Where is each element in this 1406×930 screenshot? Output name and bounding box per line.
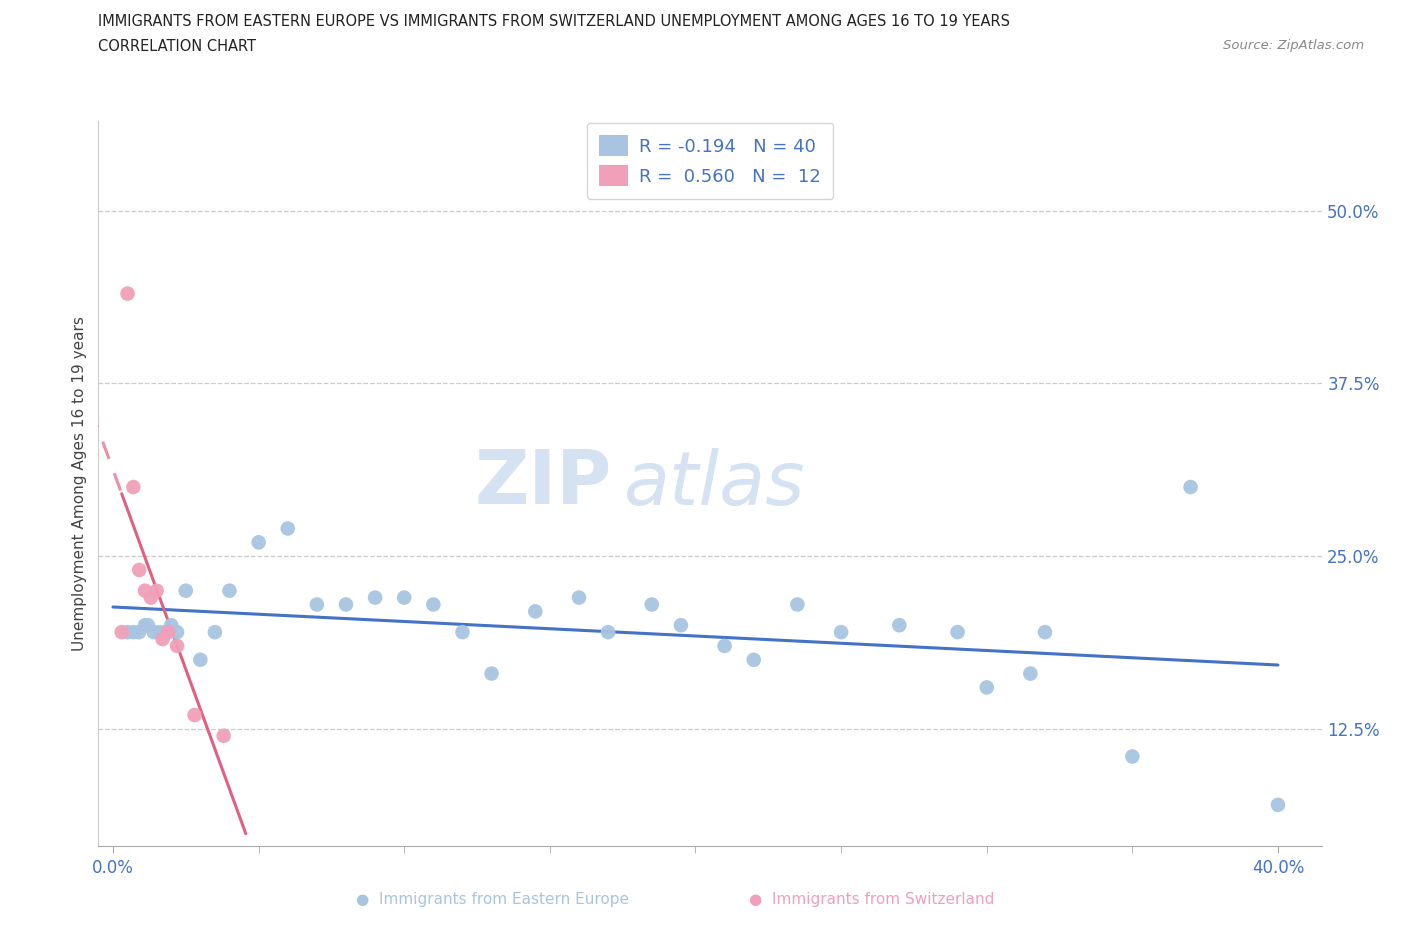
- Point: [1033, 625, 1056, 640]
- Point: [364, 591, 387, 605]
- Point: [335, 597, 357, 612]
- Point: [524, 604, 547, 618]
- Text: IMMIGRANTS FROM EASTERN EUROPE VS IMMIGRANTS FROM SWITZERLAND UNEMPLOYMENT AMONG: IMMIGRANTS FROM EASTERN EUROPE VS IMMIGR…: [98, 14, 1011, 29]
- Point: [128, 563, 150, 578]
- Point: [134, 583, 156, 598]
- Point: [134, 618, 156, 632]
- Point: [183, 708, 205, 723]
- Point: [451, 625, 474, 640]
- Point: [122, 625, 145, 640]
- Point: [669, 618, 692, 632]
- Text: ●  Immigrants from Switzerland: ● Immigrants from Switzerland: [749, 892, 994, 907]
- Point: [117, 625, 139, 640]
- Point: [786, 597, 808, 612]
- Point: [174, 583, 197, 598]
- Text: Source: ZipAtlas.com: Source: ZipAtlas.com: [1223, 39, 1364, 52]
- Point: [976, 680, 998, 695]
- Point: [117, 286, 139, 301]
- Point: [111, 625, 134, 640]
- Point: [422, 597, 444, 612]
- Point: [830, 625, 852, 640]
- Point: [166, 639, 188, 654]
- Text: ●  Immigrants from Eastern Europe: ● Immigrants from Eastern Europe: [356, 892, 628, 907]
- Point: [481, 666, 503, 681]
- Text: CORRELATION CHART: CORRELATION CHART: [98, 39, 256, 54]
- Point: [155, 625, 177, 640]
- Point: [1180, 480, 1202, 495]
- Point: [149, 625, 172, 640]
- Point: [394, 591, 416, 605]
- Point: [1121, 749, 1143, 764]
- Point: [598, 625, 620, 640]
- Point: [142, 625, 165, 640]
- Point: [128, 625, 150, 640]
- Point: [277, 521, 299, 536]
- Point: [212, 728, 235, 743]
- Point: [145, 583, 167, 598]
- Point: [305, 597, 328, 612]
- Point: [139, 591, 162, 605]
- Text: ZIP: ZIP: [475, 447, 612, 520]
- Point: [160, 618, 183, 632]
- Point: [742, 652, 765, 667]
- Point: [218, 583, 240, 598]
- Legend: R = -0.194   N = 40, R =  0.560   N =  12: R = -0.194 N = 40, R = 0.560 N = 12: [586, 123, 834, 199]
- Point: [946, 625, 969, 640]
- Point: [204, 625, 226, 640]
- Point: [166, 625, 188, 640]
- Point: [247, 535, 270, 550]
- Text: atlas: atlas: [624, 447, 806, 520]
- Point: [122, 480, 145, 495]
- Point: [136, 618, 159, 632]
- Point: [713, 639, 735, 654]
- Point: [1019, 666, 1042, 681]
- Y-axis label: Unemployment Among Ages 16 to 19 years: Unemployment Among Ages 16 to 19 years: [72, 316, 87, 651]
- Point: [889, 618, 911, 632]
- Point: [641, 597, 664, 612]
- Point: [188, 652, 212, 667]
- Point: [152, 631, 174, 646]
- Point: [568, 591, 591, 605]
- Point: [157, 625, 180, 640]
- Point: [1267, 797, 1289, 812]
